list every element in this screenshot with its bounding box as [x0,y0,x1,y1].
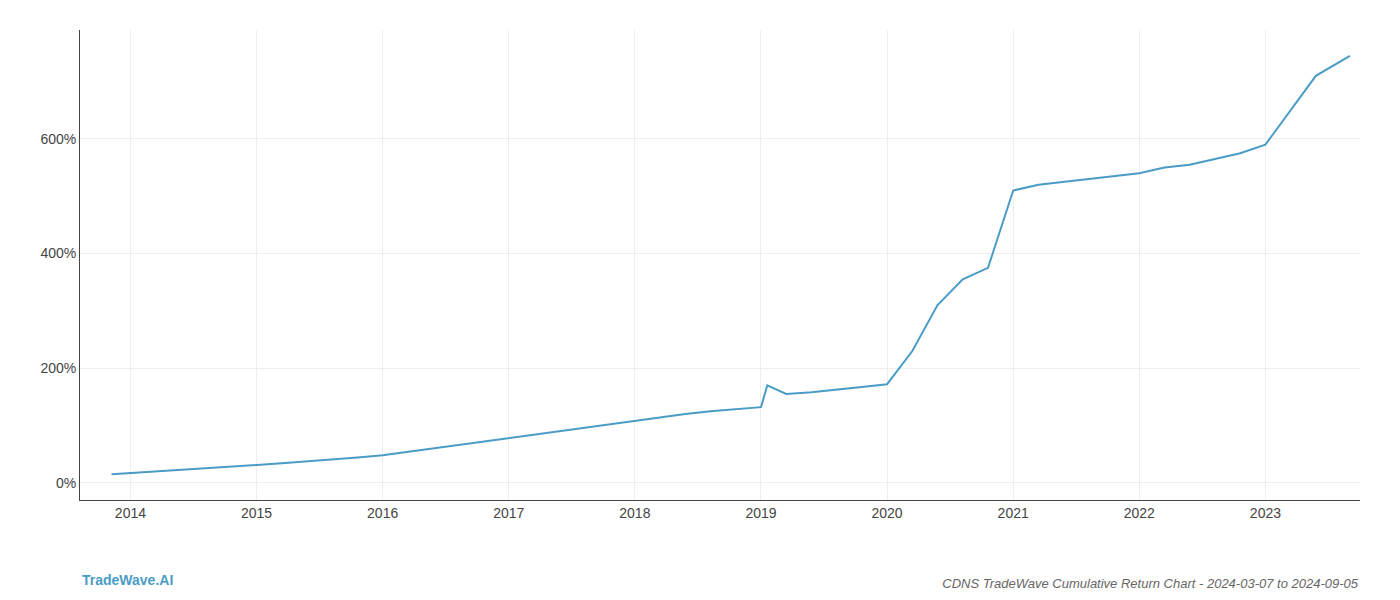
svg-text:2023: 2023 [1250,505,1281,521]
svg-text:400%: 400% [40,245,76,261]
svg-text:2020: 2020 [872,505,903,521]
svg-text:2021: 2021 [998,505,1029,521]
svg-text:TradeWave.AI: TradeWave.AI [82,572,173,588]
svg-text:2019: 2019 [745,505,776,521]
svg-text:2018: 2018 [619,505,650,521]
svg-text:CDNS TradeWave Cumulative Retu: CDNS TradeWave Cumulative Return Chart -… [942,576,1358,591]
svg-text:200%: 200% [40,360,76,376]
svg-text:2015: 2015 [241,505,272,521]
svg-text:2022: 2022 [1124,505,1155,521]
svg-text:600%: 600% [40,131,76,147]
svg-text:0%: 0% [56,475,76,491]
svg-text:2016: 2016 [367,505,398,521]
svg-text:2014: 2014 [115,505,146,521]
svg-text:2017: 2017 [493,505,524,521]
